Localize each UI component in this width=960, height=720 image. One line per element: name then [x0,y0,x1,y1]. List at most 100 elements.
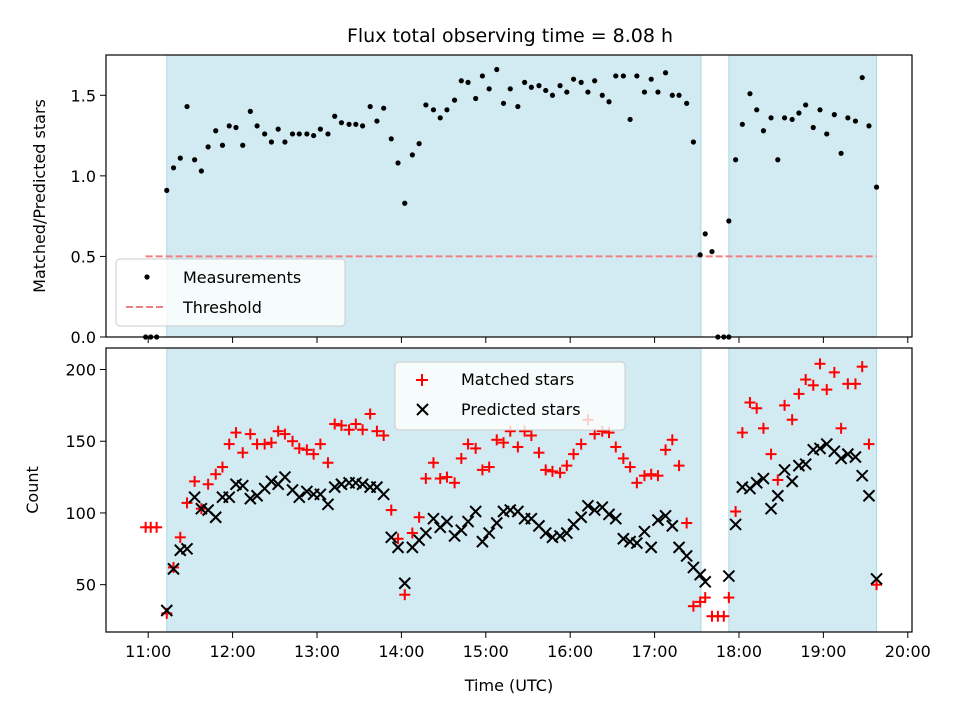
matched-star-point [491,434,503,446]
measurement-point [325,131,331,137]
measurement-point [494,66,500,73]
y-tick-label: 50 [76,576,96,595]
x-tick-label: 20:00 [885,642,931,661]
ratio-panel: 0.0 0.5 1.0 1.5 Matched/Predicted stars Mea… [30,54,913,347]
predicted-star-point [560,526,574,540]
measurement-point [873,184,880,190]
predicted-star-point [300,485,314,498]
ratio-y-ticks: 0.0 0.5 1.0 1.5 [71,86,106,347]
measurement-point [402,200,408,206]
matched-star-point [624,461,636,473]
measurement-point [690,139,697,145]
matched-star-point [687,600,699,612]
measurement-point [838,150,844,156]
matched-star-point [322,457,334,469]
measurement-point [606,99,612,105]
measurement-point [268,139,275,145]
measurement-point [747,91,753,97]
matched-star-point [350,418,362,430]
predicted-star-point [490,516,503,530]
measurement-point [507,86,513,92]
predicted-star-point [167,562,180,576]
measurement-point [634,73,640,79]
measurement-point [627,116,633,123]
matched-star-point [871,579,883,591]
matched-star-point [814,358,826,370]
predicted-star-point [419,526,433,540]
matched-star-point [301,444,313,456]
matched-star-point [385,504,397,516]
measurement-point [317,126,323,132]
measurement-point [789,116,795,123]
measurement-point [205,144,211,150]
predicted-star-point [771,489,785,502]
measurement-point [289,131,296,137]
predicted-star-point [278,470,292,484]
measurement-point [430,107,437,113]
measurement-point [775,157,781,163]
predicted-star-point [693,568,707,581]
measurement-point [374,118,380,124]
matched-star-point [751,402,763,414]
ratio-x-ticks [147,337,909,343]
matched-star-points [140,358,883,622]
predicted-star-point [574,511,588,524]
predicted-star-point [609,512,622,525]
matched-star-point [681,517,693,529]
measurement-point [796,110,802,116]
matched-star-point [287,435,299,447]
matched-star-point [293,442,305,454]
matched-star-point [174,531,186,543]
ratio-panel-frame [105,54,913,338]
predicted-star-point [645,541,658,554]
measurement-point [198,168,204,174]
measurement-point [282,139,288,145]
matched-star-point [645,468,657,480]
legend-measurements-label: Measurements [183,268,301,287]
matched-star-point [786,414,798,426]
predicted-star-point [180,542,194,556]
predicted-star-point [265,475,278,488]
measurement-point [781,115,788,121]
predicted-star-point [638,525,651,538]
measurement-point [515,103,521,110]
matched-star-point [610,441,622,453]
measurement-point [684,100,690,106]
matched-star-point [455,452,467,464]
chart-title: Flux total observing time = 8.08 h [347,25,673,47]
legend-matched-label: Matched stars [461,370,574,389]
count-y-ticks: 50 100 150 200 [65,361,106,595]
measurement-point [564,89,570,95]
predicted-star-point [377,488,390,501]
matched-star-point [279,428,291,440]
predicted-star-point [539,526,552,540]
matched-star-point [699,592,711,604]
ratio-legend-box [115,258,346,327]
x-axis-label: Time (UTC) [464,676,553,695]
matched-star-point [399,589,411,601]
measurement-point [669,92,675,98]
predicted-star-point [398,577,411,590]
matched-star-point [237,447,249,459]
x-tick-label: 13:00 [294,642,340,661]
matched-star-point [343,424,355,436]
predicted-star-point [223,490,236,504]
measurement-point [613,73,619,79]
measurement-point [332,113,338,119]
measurement-point [536,83,542,89]
predicted-star-point [750,476,763,490]
measurement-point [852,118,859,124]
matched-star-point [371,425,383,437]
measurement-point [620,73,626,79]
x-tick-label: 18:00 [716,642,762,661]
measurement-point [311,132,317,139]
measurement-point [845,115,851,121]
matched-star-point [364,408,376,420]
matched-star-point [744,397,756,409]
measurement-point [451,97,458,103]
measurement-point [760,128,767,134]
x-tick-label: 16:00 [547,642,593,661]
measurement-point [817,107,823,113]
y-tick-label: 1.5 [71,86,96,105]
